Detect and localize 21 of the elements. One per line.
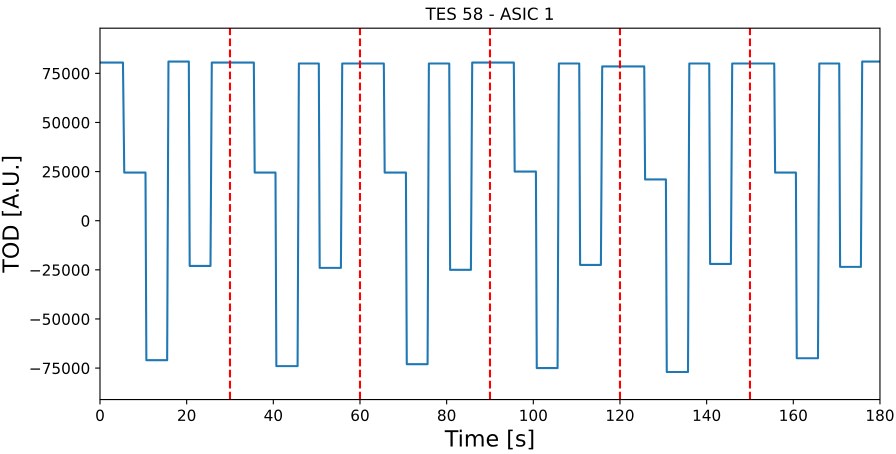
y-tick-label: −50000 [30,313,90,325]
line-series [100,60,880,374]
y-tick-label: 0 [82,215,90,227]
y-tick-label: 75000 [42,68,90,80]
x-axis-title: Time [s] [444,430,534,450]
x-tick-label: 140 [694,410,720,422]
x-tick-label: 20 [178,410,196,422]
y-axis-title: TOD [A.U.] [2,156,22,273]
x-tick-label: 0 [96,410,104,422]
x-tick-label: 40 [264,410,282,422]
x-tick-label: 60 [351,410,369,422]
y-tick-label: 50000 [42,116,90,128]
x-tick-label: 100 [520,410,547,422]
x-tick-label: 160 [780,410,807,422]
x-tick-label: 80 [438,410,456,422]
y-tick-label: −75000 [30,362,90,374]
x-tick-label: 120 [607,410,634,422]
y-tick-label: 25000 [42,166,90,178]
y-tick-label: −25000 [30,264,90,276]
x-tick-label: 180 [867,410,894,422]
chart-title: TES 58 - ASIC 1 [426,7,553,20]
